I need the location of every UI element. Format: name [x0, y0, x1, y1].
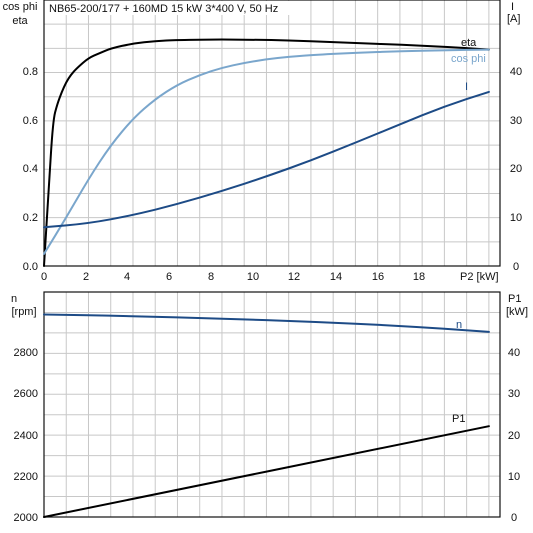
top-left-axis-label-line2: eta	[12, 15, 28, 27]
bottom-chart: n [rpm] P1 [kW] 2000 2200 2400 2600 2800…	[11, 291, 528, 524]
top-series	[43, 38, 490, 267]
tick-label: 10	[508, 471, 520, 483]
tick-label: 0.0	[23, 261, 38, 273]
series-line-cos-phi	[43, 48, 490, 255]
tick-label: 16	[372, 271, 384, 283]
series-line-n	[43, 313, 490, 333]
tick-label: 4	[124, 271, 130, 283]
top-chart: NB65-200/177 + 160MD 15 kW 3*400 V, 50 H…	[3, 0, 522, 283]
tick-label: 0.2	[23, 212, 38, 224]
top-x-axis-label: P2 [kW]	[460, 271, 499, 283]
tick-label: 0.4	[23, 163, 38, 175]
top-right-axis-label-line2: [A]	[507, 13, 520, 25]
tick-label: 14	[330, 271, 342, 283]
series-label-current: I	[465, 81, 468, 93]
bottom-right-axis-label-line1: P1	[508, 293, 521, 305]
tick-label: 0.6	[23, 115, 38, 127]
series-label-cos-phi: cos phi	[451, 53, 486, 65]
series-label-speed: n	[456, 319, 462, 331]
top-x-tick-labels: 0 2 4 6 8 10 12 14 16 18	[41, 271, 425, 283]
tick-label: 10	[510, 212, 522, 224]
tick-label: 30	[508, 388, 520, 400]
tick-label: 18	[413, 271, 425, 283]
tick-label: 2800	[14, 347, 38, 359]
tick-label: 0	[513, 261, 519, 273]
tick-label: 0	[511, 512, 517, 524]
top-left-tick-labels: 0.0 0.2 0.4 0.6 0.8	[23, 66, 38, 273]
tick-label: 2600	[14, 388, 38, 400]
bottom-right-tick-labels: 0 10 20 30 40	[508, 347, 520, 524]
tick-label: 12	[288, 271, 300, 283]
bottom-left-axis-label-line2: [rpm]	[11, 306, 36, 318]
top-gridlines	[44, 0, 500, 266]
top-chart-title: NB65-200/177 + 160MD 15 kW 3*400 V, 50 H…	[49, 3, 278, 15]
tick-label: 40	[508, 347, 520, 359]
bottom-series	[43, 313, 490, 518]
tick-label: 2000	[14, 512, 38, 524]
tick-label: 6	[166, 271, 172, 283]
tick-label: 8	[208, 271, 214, 283]
top-plot-frame	[43, 0, 501, 267]
tick-label: 30	[510, 115, 522, 127]
tick-label: 0	[41, 271, 47, 283]
tick-label: 2400	[14, 430, 38, 442]
tick-label: 20	[508, 430, 520, 442]
series-label-p1: P1	[452, 413, 465, 425]
tick-label: 2	[83, 271, 89, 283]
top-right-tick-labels: 0 10 20 30 40	[510, 66, 522, 273]
series-line-p1	[43, 425, 490, 518]
tick-label: 10	[247, 271, 259, 283]
bottom-right-axis-label-line2: [kW]	[506, 306, 528, 318]
tick-label: 20	[510, 163, 522, 175]
bottom-left-axis-label-line1: n	[11, 293, 17, 305]
bottom-plot-frame	[43, 291, 501, 518]
tick-label: 40	[510, 66, 522, 78]
top-left-axis-label-line1: cos phi	[3, 1, 38, 13]
bottom-gridlines	[44, 292, 500, 517]
top-right-axis-label-line1: I	[511, 1, 514, 13]
series-label-eta: eta	[461, 37, 477, 49]
tick-label: 0.8	[23, 66, 38, 78]
tick-label: 2200	[14, 471, 38, 483]
series-line-eta	[43, 38, 490, 267]
bottom-left-tick-labels: 2000 2200 2400 2600 2800	[14, 347, 38, 524]
top-title-box	[45, 1, 299, 15]
series-line-i	[43, 90, 490, 229]
